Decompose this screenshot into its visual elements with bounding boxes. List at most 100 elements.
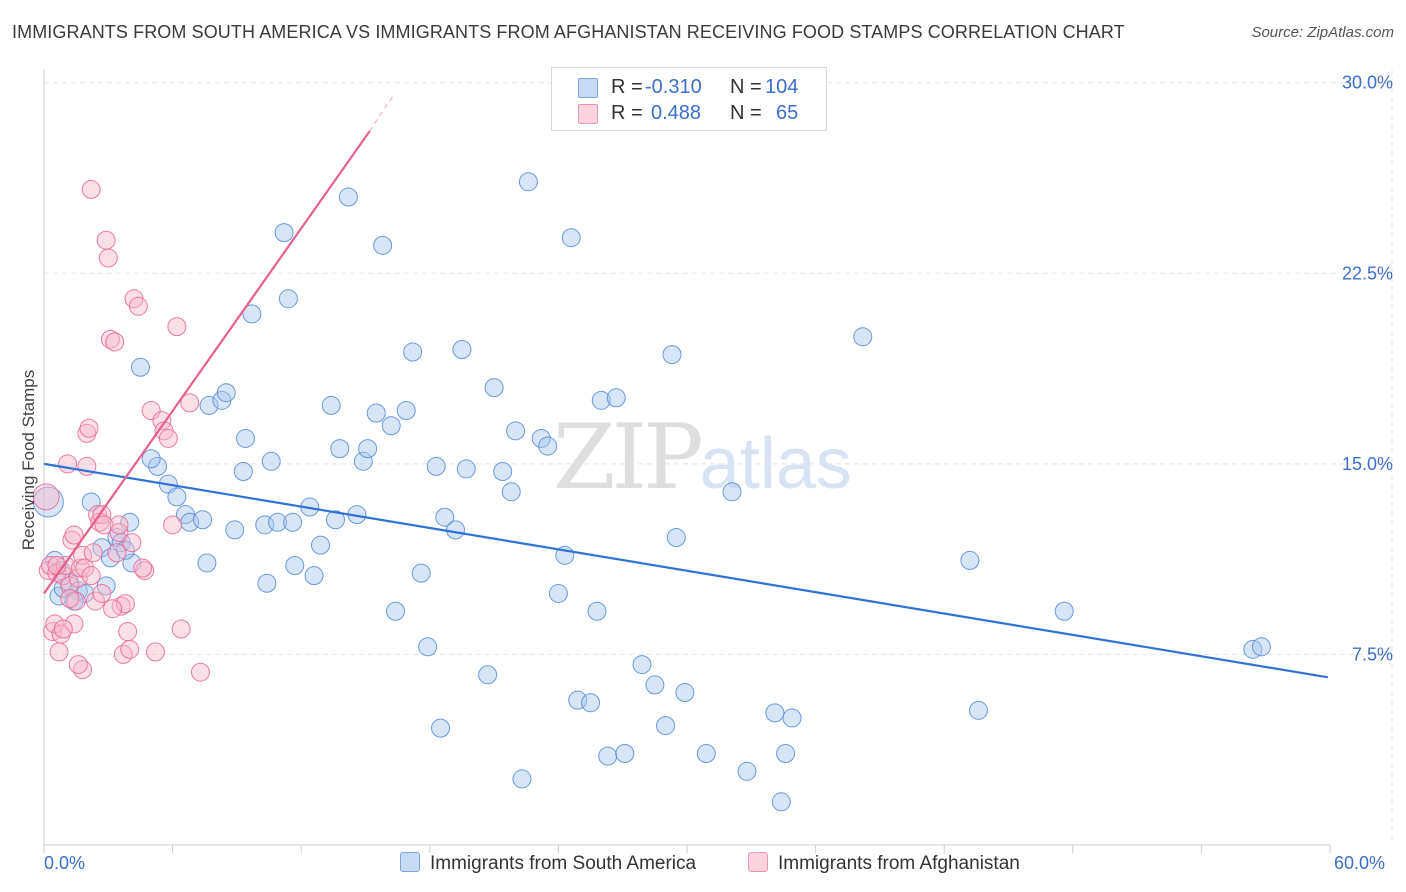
point-south-america [283,512,303,532]
point-afghanistan [40,555,60,575]
point-south-america [456,459,476,479]
trend-lines [43,95,1329,679]
point-afghanistan [128,296,148,316]
point-south-america [662,345,682,365]
legend-item-afghanistan: Immigrants from Afghanistan [748,852,1020,875]
point-south-america [386,601,406,621]
point-south-america [418,637,438,657]
point-south-america [426,456,446,476]
point-afghanistan [122,533,142,553]
point-afghanistan [32,483,60,511]
point-south-america [446,520,466,540]
point-south-america [531,428,551,448]
point-afghanistan [141,400,161,420]
point-south-america [310,535,330,555]
point-south-america [591,390,611,410]
legend-n-value: 65 [776,102,799,124]
point-afghanistan [83,543,103,563]
trend-line-south-america [43,462,1329,679]
point-afghanistan [109,522,129,542]
point-south-america [233,461,253,481]
point-south-america [216,383,236,403]
point-south-america [782,708,802,728]
point-afghanistan [92,583,112,603]
point-afghanistan [68,655,88,675]
point-south-america [666,528,686,548]
x-axis-min-label: 0.0% [44,853,86,873]
x-axis-max-label: 60.0% [1334,853,1386,873]
point-south-america [645,675,665,695]
point-afghanistan [98,248,118,268]
legend-n-label: N = [730,76,762,98]
legend-swatch-pink [748,852,768,872]
point-south-america [274,223,294,243]
legend-n-value: 104 [765,76,799,98]
point-south-america [403,342,423,362]
point-afghanistan [180,393,200,413]
point-afghanistan [145,642,165,662]
point-afghanistan [58,454,78,474]
point-afghanistan [64,525,84,545]
point-south-america [358,439,378,459]
point-south-america [506,421,526,441]
point-south-america [411,563,431,583]
point-south-america [737,761,757,781]
point-south-america [776,744,796,764]
point-south-america [1251,637,1271,657]
point-afghanistan [75,558,95,578]
point-afghanistan [190,662,210,682]
point-afghanistan [94,515,114,535]
point-south-america [197,553,217,573]
point-south-america [960,550,980,570]
legend-r-value: -0.310 [645,76,702,98]
y-tick-label: 15.0% [1342,454,1393,474]
point-afghanistan [107,543,127,563]
grid-lines [44,70,1393,845]
point-south-america [261,451,281,471]
point-afghanistan [163,515,183,535]
point-afghanistan [133,558,153,578]
point-south-america [538,436,558,456]
point-south-america [225,520,245,540]
point-south-america [193,510,213,530]
correlation-legend: R = -0.310 N = 104 R = 0.488 N = 65 [551,67,827,131]
point-south-america [765,703,785,723]
point-south-america [373,235,393,255]
point-afghanistan [81,566,101,586]
watermark-zip: ZIP [553,405,704,510]
point-south-america [656,716,676,736]
y-tick-label: 22.5% [1342,263,1393,283]
point-south-america [675,683,695,703]
point-south-america [501,482,521,502]
point-afghanistan [135,561,155,581]
point-south-america [581,693,601,713]
point-afghanistan [167,317,187,337]
chart-title: IMMIGRANTS FROM SOUTH AMERICA VS IMMIGRA… [12,22,1125,42]
point-afghanistan [49,642,69,662]
point-south-america [148,456,168,476]
legend-n-label: N = [730,102,762,124]
y-tick-label: 7.5% [1352,644,1393,664]
point-south-america [771,792,791,812]
point-south-america [478,665,498,685]
point-afghanistan [79,418,99,438]
point-afghanistan [53,619,73,639]
point-south-america [304,566,324,586]
point-south-america [167,487,187,507]
point-south-america [587,601,607,621]
legend-r-label: R = [611,76,643,98]
legend-r-label: R = [611,102,643,124]
series-afghanistan [32,179,210,682]
point-south-america [518,172,538,192]
point-afghanistan [120,639,140,659]
legend-r-value: 0.488 [651,102,702,124]
point-afghanistan [171,619,191,639]
point-south-america [366,403,386,423]
point-south-america [968,700,988,720]
point-south-america [452,340,472,360]
point-afghanistan [103,599,123,619]
point-south-america [381,416,401,436]
point-south-america [512,769,532,789]
point-south-america [268,512,288,532]
